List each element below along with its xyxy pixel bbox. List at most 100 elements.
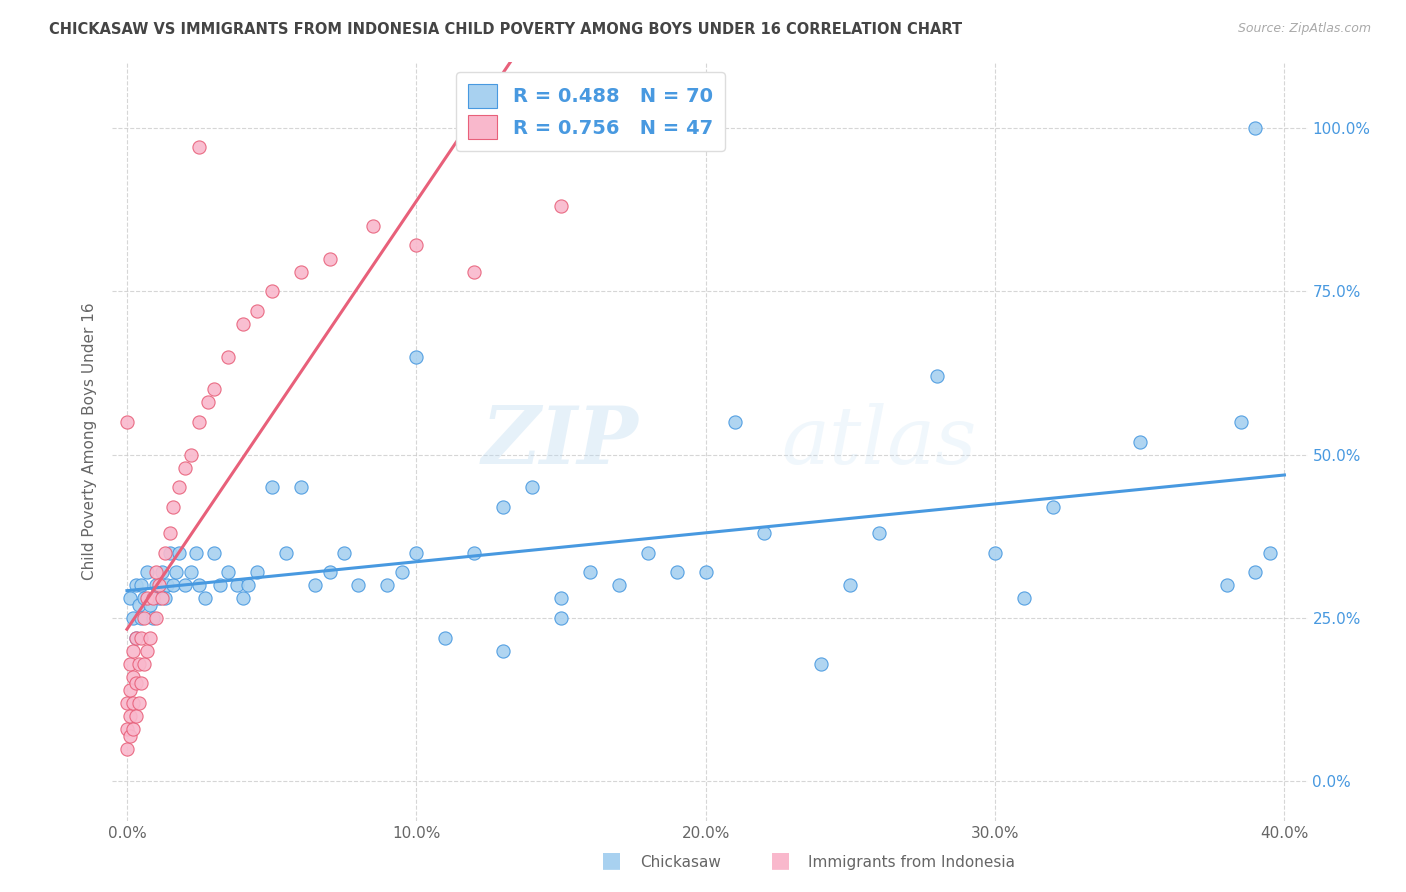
Point [1258, 546, 1281, 560]
Point [145, 566, 167, 580]
Point [1042, 500, 1064, 514]
Point [121, 696, 143, 710]
Point [839, 578, 862, 592]
Point [142, 611, 165, 625]
Point [260, 480, 283, 494]
Point [153, 546, 176, 560]
Point [136, 591, 159, 606]
Point [150, 566, 173, 580]
Point [492, 643, 515, 657]
Point [1215, 578, 1237, 592]
Text: CHICKASAW VS IMMIGRANTS FROM INDONESIA CHILD POVERTY AMONG BOYS UNDER 16 CORRELA: CHICKASAW VS IMMIGRANTS FROM INDONESIA C… [49, 22, 962, 37]
Point [145, 611, 167, 625]
Point [197, 395, 219, 409]
Point [136, 566, 159, 580]
Point [520, 480, 543, 494]
Point [121, 643, 143, 657]
Point [246, 566, 269, 580]
Point [148, 578, 170, 592]
Point [121, 611, 143, 625]
Point [153, 591, 176, 606]
Point [665, 566, 688, 580]
Point [124, 709, 146, 723]
Point [550, 611, 572, 625]
Point [463, 264, 485, 278]
Point [225, 578, 247, 592]
Point [232, 591, 254, 606]
Point [260, 284, 283, 298]
Point [124, 676, 146, 690]
Point [434, 631, 457, 645]
Point [361, 219, 384, 233]
Point [115, 696, 138, 710]
Text: ZIP: ZIP [481, 403, 638, 480]
Point [232, 317, 254, 331]
Point [159, 546, 181, 560]
Point [927, 369, 949, 384]
Point [145, 578, 167, 592]
Point [118, 682, 141, 697]
Point [188, 415, 211, 429]
Point [391, 566, 413, 580]
Point [136, 643, 159, 657]
Text: Immigrants from Indonesia: Immigrants from Indonesia [808, 855, 1015, 870]
Point [463, 546, 485, 560]
Point [984, 546, 1007, 560]
Point [124, 631, 146, 645]
Point [159, 526, 181, 541]
Point [405, 350, 427, 364]
Point [180, 566, 202, 580]
Point [347, 578, 370, 592]
Point [115, 722, 138, 736]
Legend: R = 0.488   N = 70, R = 0.756   N = 47: R = 0.488 N = 70, R = 0.756 N = 47 [457, 72, 724, 151]
Point [162, 500, 184, 514]
Point [180, 448, 202, 462]
Point [148, 591, 170, 606]
Point [1012, 591, 1035, 606]
Point [162, 578, 184, 592]
Point [186, 546, 208, 560]
Point [579, 566, 602, 580]
Point [304, 578, 326, 592]
Point [128, 598, 150, 612]
Point [167, 546, 190, 560]
Point [1129, 434, 1152, 449]
Text: Chickasaw: Chickasaw [640, 855, 721, 870]
Point [723, 415, 745, 429]
Point [1244, 120, 1267, 135]
Point [290, 264, 312, 278]
Point [139, 631, 162, 645]
Point [333, 546, 356, 560]
Point [1230, 415, 1253, 429]
Point [752, 526, 775, 541]
Point [115, 415, 138, 429]
Point [208, 578, 231, 592]
Point [318, 252, 340, 266]
Point [274, 546, 297, 560]
Point [128, 657, 150, 671]
Point [550, 591, 572, 606]
Point [202, 546, 225, 560]
Point [150, 591, 173, 606]
Point [868, 526, 890, 541]
Point [131, 676, 153, 690]
Point [492, 500, 515, 514]
Point [550, 199, 572, 213]
Text: atlas: atlas [782, 403, 977, 480]
Point [318, 566, 340, 580]
Text: Source: ZipAtlas.com: Source: ZipAtlas.com [1237, 22, 1371, 36]
Point [173, 578, 195, 592]
Point [405, 546, 427, 560]
Text: ■: ■ [770, 850, 790, 870]
Point [156, 578, 179, 592]
Point [124, 578, 146, 592]
Y-axis label: Child Poverty Among Boys Under 16: Child Poverty Among Boys Under 16 [82, 302, 97, 581]
Point [115, 741, 138, 756]
Point [188, 140, 211, 154]
Point [121, 722, 143, 736]
Point [810, 657, 832, 671]
Point [217, 350, 239, 364]
Point [134, 591, 156, 606]
Point [290, 480, 312, 494]
Point [194, 591, 217, 606]
